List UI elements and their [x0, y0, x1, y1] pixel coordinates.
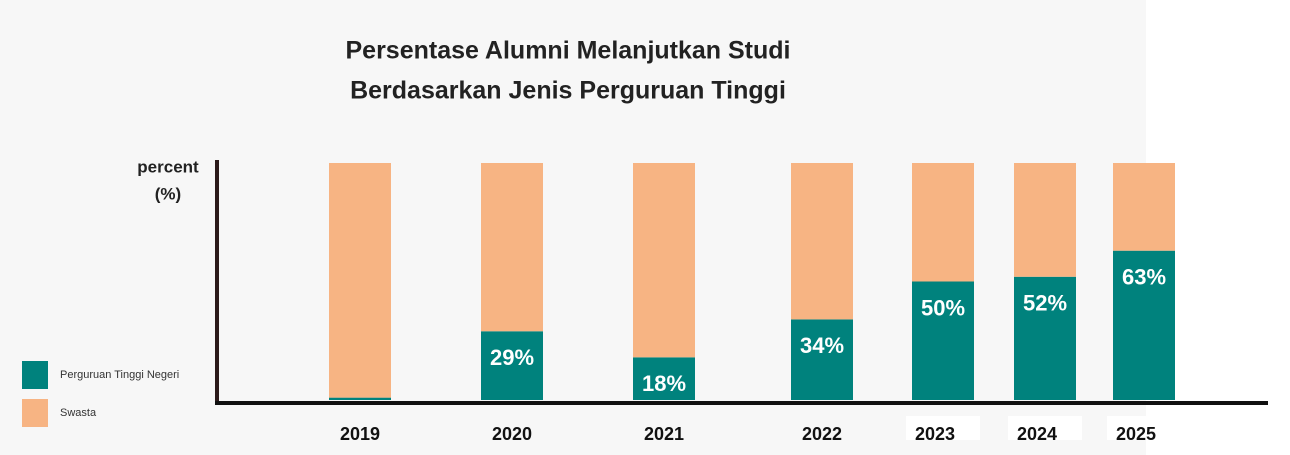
bar-segment	[791, 319, 853, 400]
bar-segment	[481, 331, 543, 400]
bar-segment	[912, 163, 974, 282]
x-tick-label: 2023	[915, 424, 955, 444]
bar-segment	[912, 281, 974, 400]
value-label: 52%	[1023, 291, 1067, 316]
legend-swatch	[22, 399, 48, 427]
x-tick-label: 2020	[492, 424, 532, 444]
legend-label: Perguruan Tinggi Negeri	[60, 369, 179, 381]
chart-background	[0, 0, 1146, 455]
bar-segment	[329, 163, 391, 398]
bar-segment	[791, 163, 853, 320]
bar-segment	[1014, 163, 1076, 277]
x-tick-label-background	[1107, 416, 1181, 440]
x-tick-label-background	[906, 416, 980, 440]
bar-segment	[1113, 163, 1175, 251]
y-axis-label: percent	[137, 157, 199, 176]
legend-swatch	[22, 361, 48, 389]
bar-segment	[1113, 250, 1175, 400]
bar-segment	[481, 163, 543, 332]
value-label: 29%	[490, 345, 534, 370]
value-label: 63%	[1122, 265, 1166, 290]
x-tick-label: 2019	[340, 424, 380, 444]
value-label: 18%	[642, 371, 686, 396]
chart-title: Berdasarkan Jenis Perguruan Tinggi	[350, 77, 786, 105]
x-tick-label: 2025	[1116, 424, 1156, 444]
bar-segment	[633, 163, 695, 358]
x-tick-label: 2024	[1017, 424, 1057, 444]
x-tick-label: 2021	[644, 424, 684, 444]
bar-segment	[633, 357, 695, 400]
x-tick-label: 2022	[802, 424, 842, 444]
value-label: 50%	[921, 295, 965, 320]
value-label: 34%	[800, 333, 844, 358]
bar-segment	[1014, 276, 1076, 400]
bar-segment	[329, 397, 391, 400]
y-axis-label: (%)	[155, 184, 181, 203]
x-tick-label-background	[1008, 416, 1082, 440]
legend-label: Swasta	[60, 407, 97, 419]
chart-title: Persentase Alumni Melanjutkan Studi	[345, 37, 790, 65]
